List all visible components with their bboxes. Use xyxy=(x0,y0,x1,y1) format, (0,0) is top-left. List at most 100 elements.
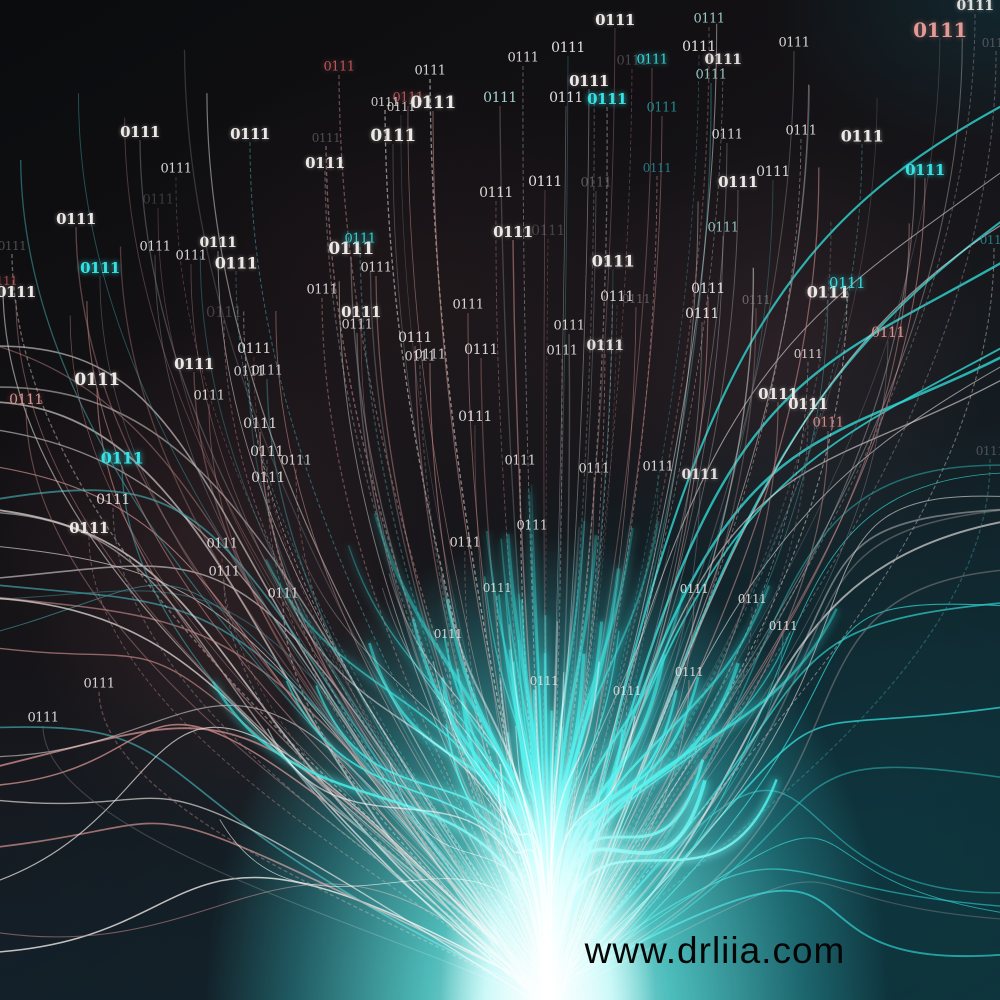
binary-label: 0111 xyxy=(586,338,624,354)
binary-label: 0111 xyxy=(100,448,144,468)
binary-label: 0111 xyxy=(679,582,709,596)
binary-label: 0111 xyxy=(392,90,424,106)
binary-label: 0111 xyxy=(531,223,565,239)
binary-label: 0111 xyxy=(464,342,498,358)
binary-label: 0111 xyxy=(370,126,416,146)
binary-label: 0111 xyxy=(120,123,160,141)
binary-label: 0111 xyxy=(737,592,767,606)
binary-label: 0111 xyxy=(328,239,374,259)
binary-label: 0111 xyxy=(398,330,432,346)
binary-label: 0111 xyxy=(768,619,798,633)
binary-label: 0111 xyxy=(306,282,338,298)
binary-label: 0111 xyxy=(414,63,446,79)
binary-label: 0111 xyxy=(0,239,27,253)
binary-label: 0111 xyxy=(806,282,850,302)
binary-label: 0111 xyxy=(546,343,578,359)
binary-label: 0111 xyxy=(695,67,727,83)
binary-label: 0111 xyxy=(840,126,884,146)
binary-label: 0111 xyxy=(913,18,967,42)
binary-label: 0111 xyxy=(975,444,1000,458)
binary-label: 0111 xyxy=(370,95,400,109)
binary-label: 0111 xyxy=(674,665,704,679)
binary-label: 0111 xyxy=(504,453,536,469)
binary-label: 0111 xyxy=(56,210,96,228)
binary-label: 0111 xyxy=(691,281,725,297)
binary-label: 0111 xyxy=(905,161,945,179)
binary-label: 0111 xyxy=(280,453,312,469)
binary-label: 0111 xyxy=(449,535,481,551)
binary-label: 0111 xyxy=(74,370,120,390)
binary-label: 0111 xyxy=(233,364,265,380)
binary-label: 0111 xyxy=(341,317,373,333)
binary-label: 0111 xyxy=(704,52,742,68)
binary-label: 0111 xyxy=(360,260,392,276)
binary-label: 0111 xyxy=(311,131,341,145)
binary-label: 0111 xyxy=(507,50,539,66)
binary-label: 0111 xyxy=(528,174,562,190)
binary-label: 0111 xyxy=(96,492,130,508)
binary-label: 0111 xyxy=(785,123,817,139)
binary-label: 0111 xyxy=(707,220,739,236)
binary-label: 0111 xyxy=(549,90,583,106)
binary-label: 0111 xyxy=(341,303,381,321)
binary-label: 0111 xyxy=(812,415,844,431)
binary-label: 0111 xyxy=(80,259,120,277)
binary-label: 0111 xyxy=(199,235,237,251)
binary-label: 0111 xyxy=(83,676,115,692)
binary-label: 0111 xyxy=(642,459,674,475)
binary-label: 0111 xyxy=(685,306,719,322)
binary-label: 0111 xyxy=(175,248,207,264)
binary-label: 0111 xyxy=(578,461,610,477)
binary-label: 0111 xyxy=(616,53,648,69)
binary-label: 0111 xyxy=(267,586,299,602)
binary-label: 0111 xyxy=(693,11,725,27)
binary-label: 0111 xyxy=(956,0,994,14)
binary-label: 0111 xyxy=(642,161,672,175)
binary-label: 0111 xyxy=(27,710,59,726)
binary-label: 0111 xyxy=(251,363,283,379)
binary-label: 0111 xyxy=(621,292,651,306)
binary-label: 0111 xyxy=(208,564,240,580)
binary-label: 0111 xyxy=(452,297,484,313)
binary-label: 0111 xyxy=(139,239,171,255)
binary-label: 0111 xyxy=(493,223,533,241)
binary-label: 0111 xyxy=(587,90,627,108)
binary-label: 0111 xyxy=(600,289,634,305)
binary-label: 0111 xyxy=(386,100,416,114)
binary-label: 0111 xyxy=(142,192,174,208)
binary-label: 0111 xyxy=(756,164,790,180)
binary-label: 0111 xyxy=(828,274,866,292)
binary-label: 0111 xyxy=(711,127,743,143)
binary-label: 0111 xyxy=(214,253,258,273)
binary-label: 0111 xyxy=(250,444,284,460)
binary-label: 0111 xyxy=(9,392,43,408)
binary-label: 0111 xyxy=(205,303,243,321)
binary-label: 0111 xyxy=(0,283,36,301)
binary-label: 0111 xyxy=(580,175,612,191)
watermark-text: www.drliia.com xyxy=(584,930,846,971)
binary-label: 0111 xyxy=(979,233,1000,247)
binary-label: 0111 xyxy=(793,347,823,361)
binary-label: 0111 xyxy=(237,341,271,357)
binary-label: 0111 xyxy=(230,125,270,143)
binary-label: 0111 xyxy=(636,52,668,68)
binary-label: 0111 xyxy=(174,355,214,373)
binary-label: 0111 xyxy=(612,684,642,698)
binary-label: 0111 xyxy=(414,347,446,363)
binary-label: 0111 xyxy=(718,173,758,191)
binary-label: 0111 xyxy=(410,93,456,113)
binary-label: 0111 xyxy=(206,536,238,552)
binary-label: 0111 xyxy=(160,161,192,177)
binary-label: 0111 xyxy=(0,274,18,288)
binary-label: 0111 xyxy=(482,581,512,595)
binary-label: 0111 xyxy=(741,293,771,307)
binary-label: 0111 xyxy=(569,72,609,90)
binary-label: 0111 xyxy=(483,90,517,106)
binary-label: 0111 xyxy=(646,100,678,116)
